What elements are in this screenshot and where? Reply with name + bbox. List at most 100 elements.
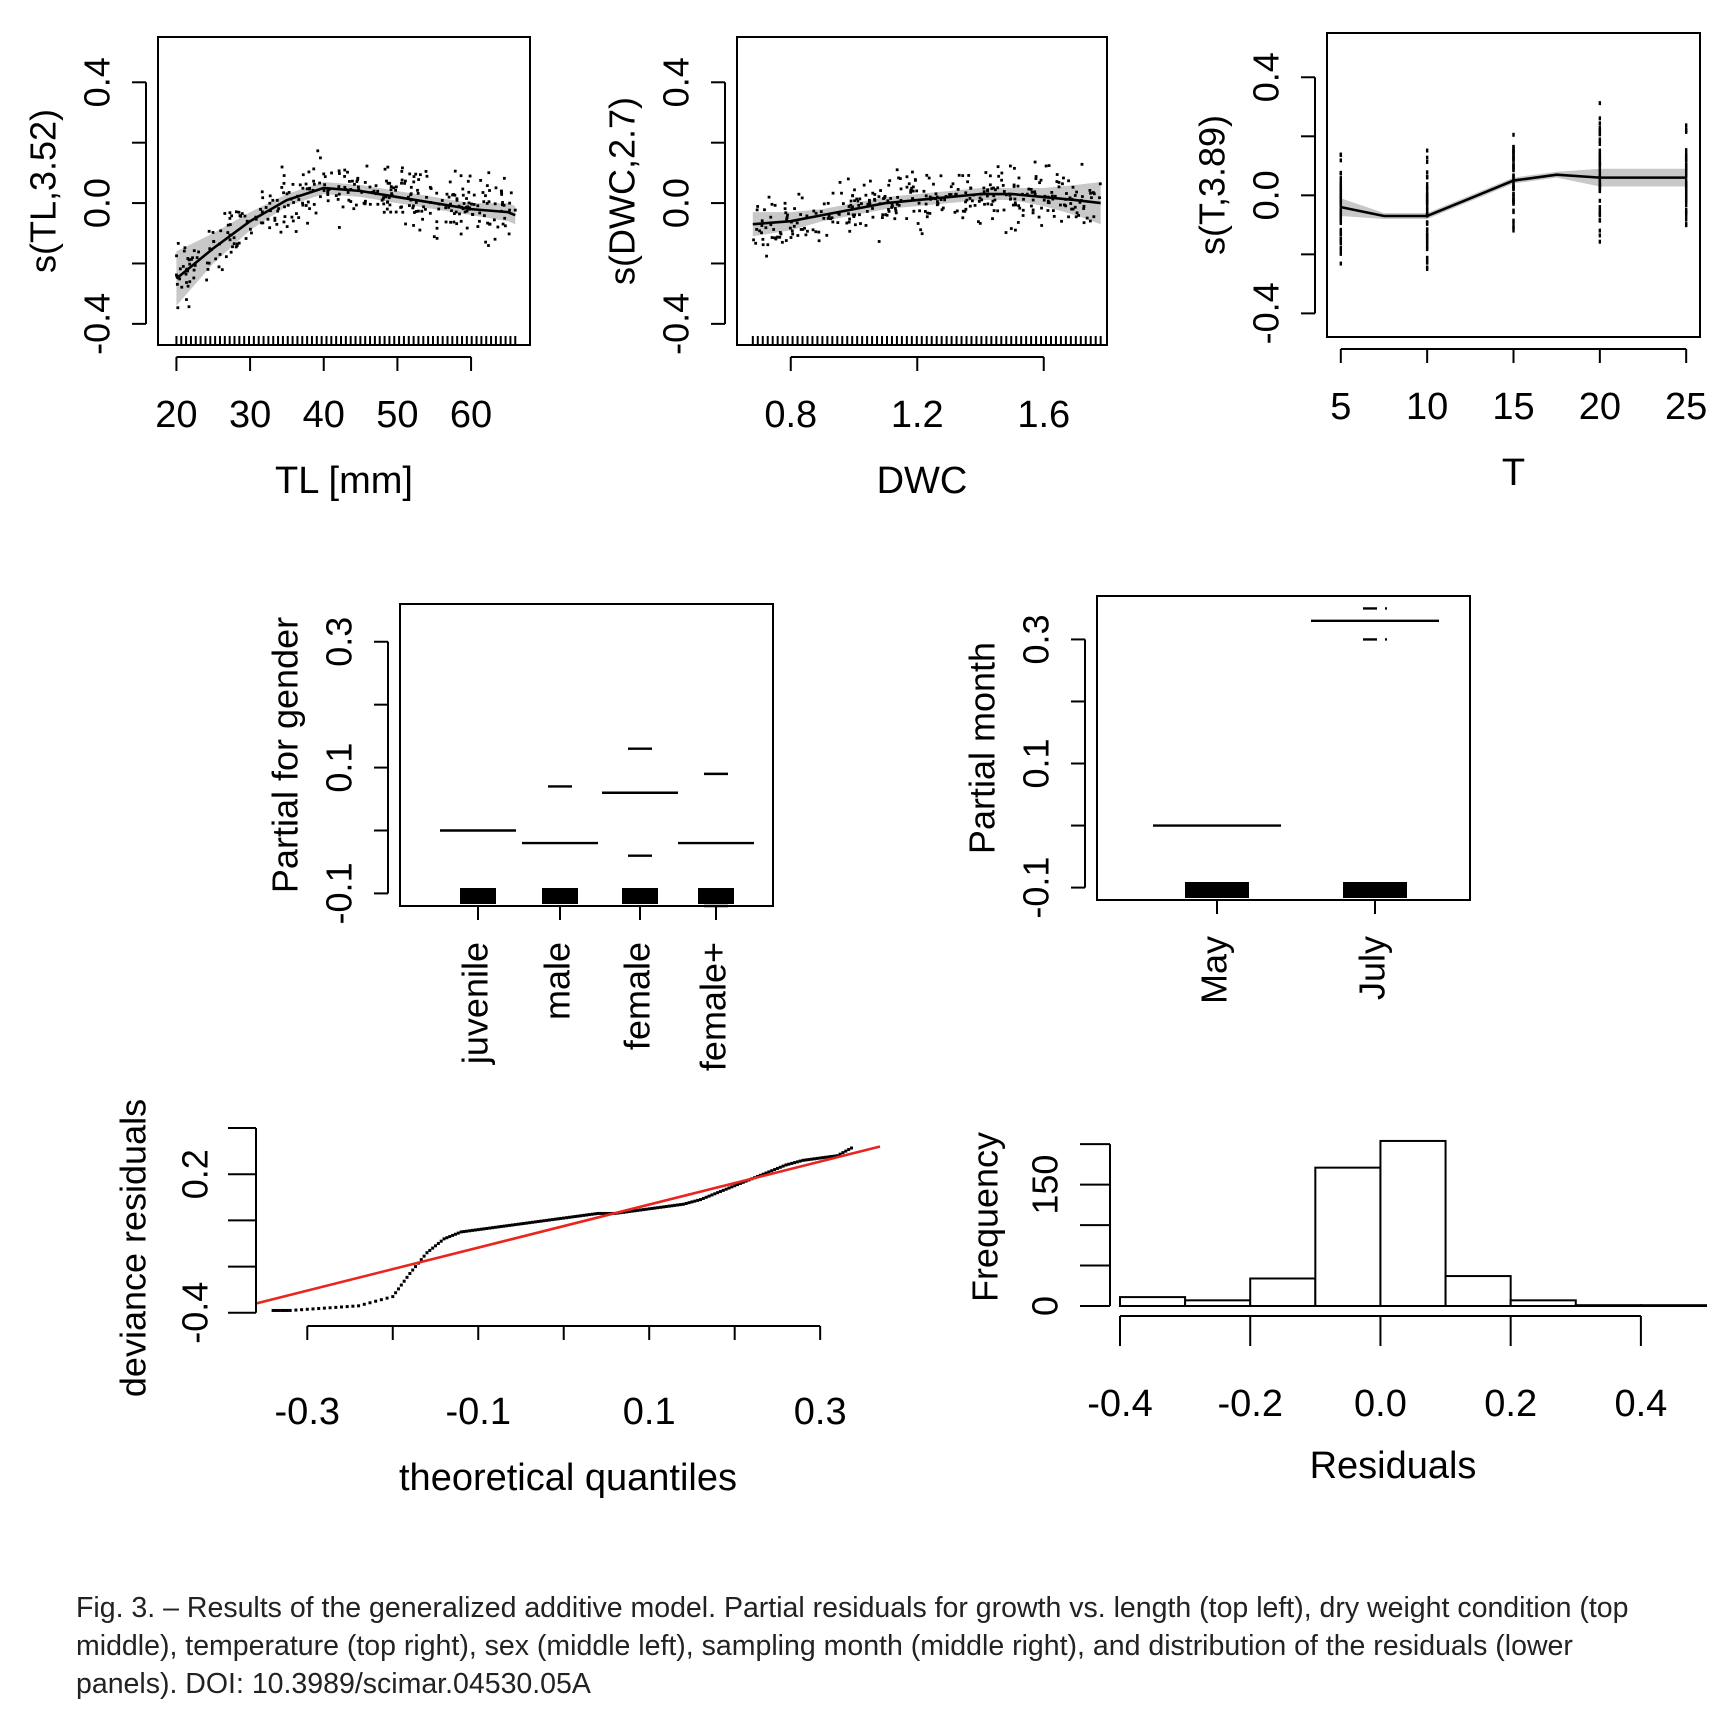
qq-point <box>778 1165 782 1169</box>
residual-point <box>769 215 773 219</box>
qq-point <box>294 1308 298 1312</box>
residual-point <box>968 204 972 208</box>
y-tick-label: -0.4 <box>1246 282 1287 344</box>
residual-point <box>1425 256 1429 261</box>
y-tick-label: -0.1 <box>1016 857 1057 919</box>
residual-point <box>374 184 378 188</box>
residual-point <box>1047 201 1051 205</box>
residual-point <box>1002 190 1006 193</box>
residual-point <box>1598 218 1602 223</box>
qq-point <box>773 1168 777 1172</box>
residual-point <box>784 239 788 242</box>
residual-point <box>897 176 901 180</box>
qq-point <box>473 1228 477 1232</box>
qq-point <box>818 1156 822 1160</box>
qq-point <box>832 1154 836 1158</box>
residual-point <box>400 169 404 173</box>
residual-point <box>1598 228 1602 233</box>
residual-point <box>905 217 909 220</box>
residual-point <box>811 228 815 232</box>
residual-point <box>228 211 232 215</box>
residual-point <box>1047 164 1051 167</box>
residual-point <box>218 253 222 256</box>
histogram-bar <box>1574 1304 1642 1308</box>
residual-point <box>1016 221 1020 224</box>
residual-point <box>314 211 318 215</box>
qq-point <box>639 1208 643 1212</box>
residual-point <box>887 183 891 187</box>
residual-point <box>195 256 199 259</box>
residual-point <box>1061 182 1064 186</box>
qq-point <box>431 1246 435 1250</box>
residual-point <box>400 205 403 209</box>
qq-point <box>801 1158 805 1162</box>
x-tick-label: 1.2 <box>891 394 944 436</box>
residual-point <box>286 203 290 207</box>
residual-point <box>871 207 874 210</box>
residual-point <box>814 230 818 234</box>
qq-point <box>679 1203 683 1207</box>
residual-point <box>1684 151 1688 156</box>
residual-point <box>382 210 386 214</box>
residual-point <box>389 210 393 214</box>
residual-point <box>992 194 996 198</box>
residual-point <box>755 227 759 231</box>
residual-point <box>780 240 784 244</box>
residual-point <box>939 198 943 202</box>
residual-point <box>231 245 234 249</box>
residual-point <box>466 179 470 183</box>
category-label: male <box>537 942 578 1020</box>
qq-point <box>468 1229 472 1233</box>
residual-point <box>1425 159 1429 164</box>
residual-point <box>205 261 209 265</box>
residual-point <box>1684 123 1688 128</box>
residual-point <box>978 196 982 200</box>
residual-point <box>356 176 360 180</box>
qq-point <box>465 1229 469 1233</box>
residual-point <box>382 196 385 199</box>
residual-point <box>754 241 758 245</box>
residual-point <box>479 179 483 182</box>
residual-point <box>382 202 386 206</box>
residual-point <box>1042 198 1046 202</box>
residual-point <box>175 274 179 278</box>
residual-point <box>338 172 341 175</box>
residual-point <box>770 236 774 239</box>
residual-point <box>197 250 200 254</box>
residual-point <box>450 209 453 213</box>
residual-point <box>418 173 422 177</box>
residual-point <box>187 258 191 262</box>
residual-point <box>346 170 349 174</box>
residual-point <box>261 221 265 225</box>
histogram-bar <box>1639 1304 1708 1308</box>
residual-point <box>435 236 439 240</box>
residual-point <box>472 193 476 197</box>
qq-point <box>761 1172 765 1176</box>
residual-point <box>425 195 428 199</box>
residual-point <box>1339 219 1343 224</box>
qq-point <box>624 1210 628 1214</box>
residual-point <box>1022 197 1025 201</box>
residual-point <box>853 199 856 203</box>
residual-point <box>826 216 830 220</box>
residual-point <box>365 164 369 168</box>
residual-point <box>175 282 179 286</box>
qq-point <box>434 1244 438 1248</box>
residual-point <box>1598 125 1602 130</box>
residual-point <box>484 194 487 198</box>
residual-point <box>282 181 286 185</box>
residual-point <box>1034 175 1038 178</box>
residual-point <box>973 204 977 207</box>
residual-point <box>917 201 921 205</box>
confidence-band <box>176 181 516 306</box>
residual-point <box>376 202 380 206</box>
residual-point <box>352 207 356 211</box>
residual-point <box>1008 193 1012 197</box>
qq-point <box>328 1306 332 1310</box>
residual-point <box>337 169 341 173</box>
qq-point <box>673 1203 677 1207</box>
panel-tl: 20 30 40 50 60 TL [mm] -0.4 0.0 0.4 s(TL,3.52) <box>23 36 531 502</box>
qq-point <box>374 1299 378 1303</box>
residual-point <box>803 226 806 230</box>
panel-temp: 5 10 15 20 25 T -0.4 0.0 0.4 s(T,3.89) <box>1192 32 1707 494</box>
